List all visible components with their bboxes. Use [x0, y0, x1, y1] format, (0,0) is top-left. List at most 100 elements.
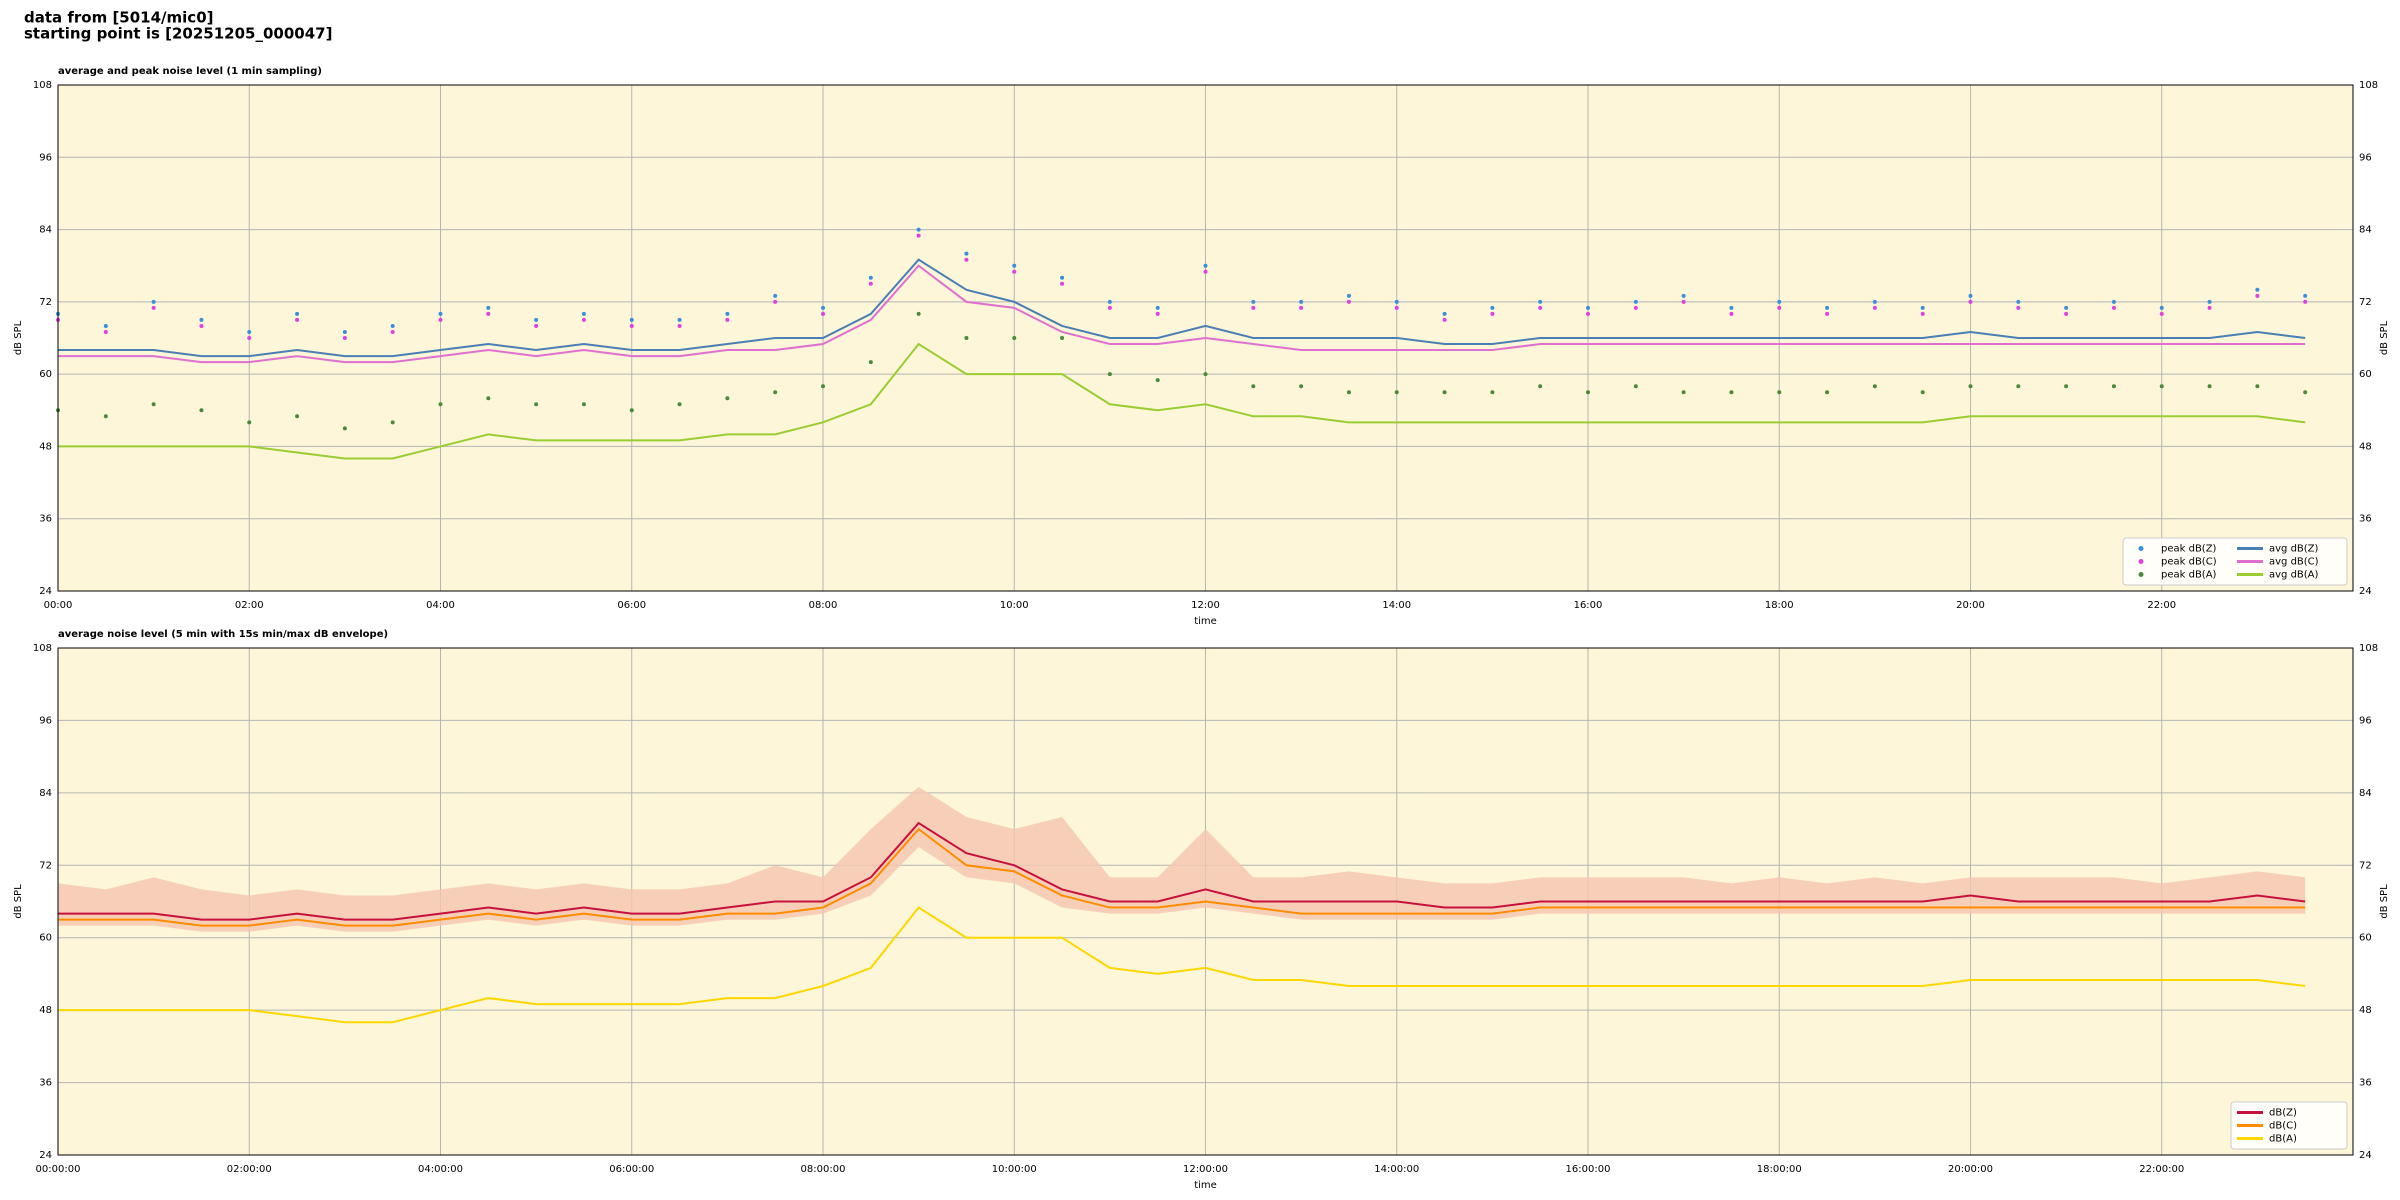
legend-label: dB(A): [2269, 1134, 2297, 1145]
x-tick-label: 02:00: [235, 600, 264, 611]
peak-point: [964, 336, 969, 340]
peak-point: [1825, 305, 1830, 310]
y-tick-label: 60: [2359, 369, 2372, 380]
peak-point: [1490, 390, 1495, 395]
series-line: [58, 821, 2306, 921]
y-tick-label: 96: [2359, 152, 2372, 163]
peak-point: [1490, 305, 1495, 310]
peak-point: [2064, 384, 2069, 389]
peak-point: [199, 317, 204, 322]
y-tick-label: 36: [39, 514, 52, 525]
plot-frame: [57, 647, 2354, 1156]
peak-point: [247, 420, 252, 425]
peak-point: [1538, 305, 1543, 310]
peak-point: [390, 329, 395, 334]
series-line: [58, 342, 2306, 460]
peak-point: [2255, 384, 2260, 389]
peak-point: [151, 299, 156, 304]
peak-point: [1346, 293, 1351, 298]
peak-point: [1394, 305, 1399, 310]
legend-label: peak dB(A): [2161, 570, 2217, 581]
peak-point: [916, 311, 921, 316]
y-tick-label: 36: [2359, 1078, 2372, 1089]
peak-point: [199, 323, 204, 328]
y-axis-label: dB SPL: [13, 884, 24, 919]
peak-point: [1299, 384, 1304, 389]
peak-point: [677, 323, 682, 328]
y-tick-label: 24: [39, 1150, 52, 1161]
peak-point: [964, 251, 969, 256]
peak-point: [1394, 390, 1399, 395]
peak-point: [2207, 384, 2212, 389]
x-tick-label: 10:00: [1000, 600, 1029, 611]
peak-point: [1968, 299, 1973, 304]
peak-point: [2159, 311, 2164, 316]
peak-point: [1872, 305, 1877, 310]
peak-point: [1155, 378, 1160, 383]
peak-point: [1729, 390, 1734, 395]
peak-point: [1777, 299, 1782, 304]
envelope-area: [58, 786, 2306, 932]
peak-point: [1012, 336, 1017, 340]
peak-point: [534, 402, 539, 407]
peak-point: [581, 311, 586, 316]
peak-point: [2207, 305, 2212, 310]
peak-point: [103, 414, 108, 419]
x-tick-label: 10:00:00: [992, 1164, 1037, 1175]
peak-point: [295, 414, 300, 419]
peak-point: [581, 317, 586, 322]
peak-point: [1586, 311, 1590, 316]
peak-point: [2064, 305, 2069, 310]
peak-point: [1538, 384, 1543, 389]
peak-point: [1060, 281, 1065, 286]
peak-point: [1538, 299, 1543, 304]
y-tick-label: 24: [39, 586, 52, 597]
x-tick-label: 04:00: [426, 600, 455, 611]
y-tick-label: 48: [39, 1005, 52, 1016]
peak-point: [1203, 269, 1208, 274]
x-tick-label: 20:00:00: [1948, 1164, 1993, 1175]
y-tick-label: 48: [2359, 441, 2372, 452]
legend-label: peak dB(Z): [2161, 544, 2217, 555]
legend-label: peak dB(C): [2161, 557, 2217, 568]
x-tick-label: 14:00: [1382, 600, 1411, 611]
peak-point: [1633, 299, 1638, 304]
peak-point: [1394, 299, 1399, 304]
peak-point: [486, 311, 491, 316]
peak-point: [821, 311, 825, 316]
peak-point: [103, 323, 108, 328]
peak-point: [438, 402, 443, 407]
x-tick-label: 12:00:00: [1183, 1164, 1228, 1175]
peak-point: [295, 317, 300, 322]
y-tick-label: 60: [39, 369, 52, 380]
y-tick-label: 108: [33, 643, 52, 654]
peak-point: [725, 396, 730, 401]
x-tick-label: 16:00:00: [1566, 1164, 1611, 1175]
peak-point: [1825, 390, 1830, 395]
peak-point: [534, 317, 539, 322]
y-tick-label: 48: [2359, 1005, 2372, 1016]
legend-label: avg dB(C): [2269, 557, 2319, 568]
series-line: [58, 258, 2306, 358]
peak-point: [390, 323, 395, 328]
peak-point: [438, 317, 443, 322]
peak-point: [1777, 390, 1782, 395]
peak-point: [486, 396, 491, 401]
y-axis-label: dB SPL: [2379, 884, 2390, 919]
peak-point: [1203, 372, 1208, 377]
peak-point: [295, 311, 300, 316]
peak-point: [1777, 305, 1782, 310]
x-tick-label: 08:00: [809, 600, 838, 611]
x-tick-label: 16:00: [1574, 600, 1603, 611]
peak-point: [1251, 384, 1256, 389]
y-tick-label: 24: [2359, 586, 2372, 597]
y-tick-label: 108: [33, 80, 52, 91]
y-tick-label: 108: [2359, 80, 2378, 91]
peak-point: [868, 281, 873, 286]
x-tick-label: 20:00: [1956, 600, 1985, 611]
y-tick-label: 84: [39, 225, 52, 236]
peak-point: [1203, 263, 1208, 268]
header-line: data from [5014/mic0]: [24, 9, 214, 27]
x-tick-label: 06:00:00: [609, 1164, 654, 1175]
